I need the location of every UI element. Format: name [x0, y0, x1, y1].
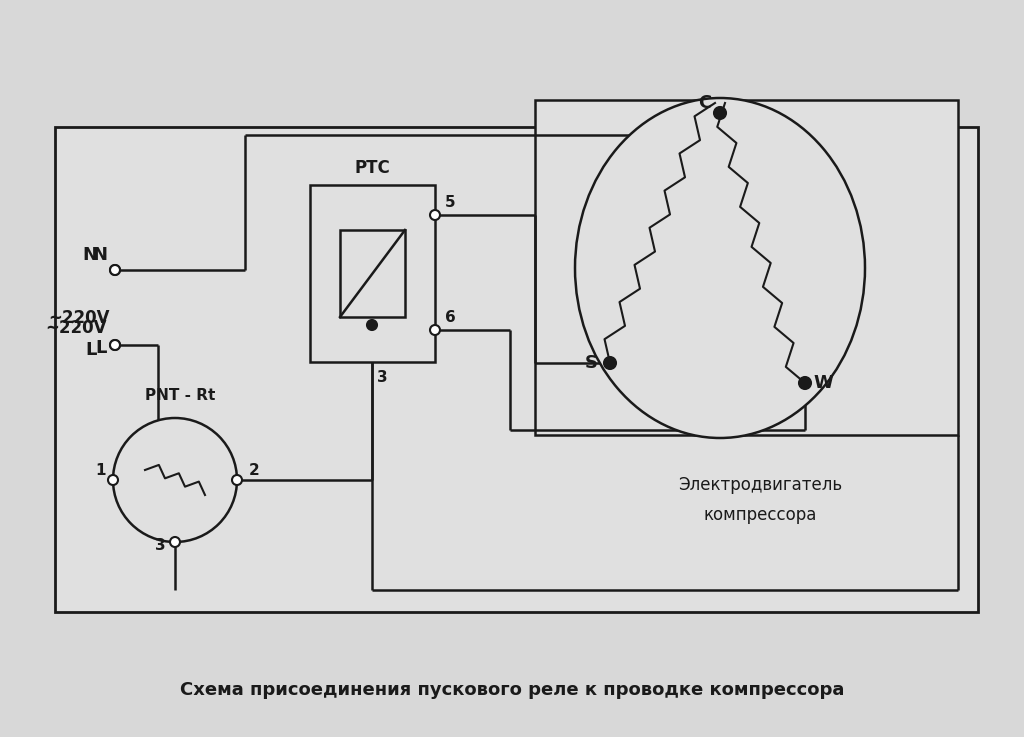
Text: 1: 1: [95, 463, 105, 478]
Text: компрессора: компрессора: [703, 506, 817, 524]
Circle shape: [170, 537, 180, 547]
Text: 3: 3: [377, 370, 388, 385]
Text: PNT - Rt: PNT - Rt: [144, 388, 215, 403]
Text: L: L: [95, 339, 106, 357]
Text: S: S: [585, 354, 598, 372]
Ellipse shape: [575, 98, 865, 438]
Bar: [55, 127, 978, 612]
Circle shape: [110, 340, 120, 350]
Bar: [340, 230, 406, 317]
Circle shape: [232, 475, 242, 485]
Text: N: N: [82, 246, 97, 264]
Circle shape: [110, 265, 120, 275]
Text: 6: 6: [445, 310, 456, 325]
Ellipse shape: [113, 418, 237, 542]
Circle shape: [604, 357, 616, 369]
Text: 3: 3: [155, 538, 166, 553]
Circle shape: [430, 210, 440, 220]
Text: L: L: [86, 341, 97, 359]
Text: PTC: PTC: [354, 159, 390, 177]
Text: Схема присоединения пускового реле к проводке компрессора: Схема присоединения пускового реле к про…: [180, 681, 844, 699]
Circle shape: [714, 107, 726, 119]
Circle shape: [110, 265, 120, 275]
Circle shape: [799, 377, 811, 389]
Text: C: C: [698, 94, 712, 112]
Text: 2: 2: [249, 463, 260, 478]
Circle shape: [430, 325, 440, 335]
Text: Электродвигатель: Электродвигатель: [678, 476, 842, 494]
Text: ~220V: ~220V: [45, 319, 106, 337]
Circle shape: [110, 340, 120, 350]
Text: 5: 5: [445, 195, 456, 210]
Bar: [535, 100, 958, 435]
Bar: [310, 185, 435, 362]
Text: W: W: [813, 374, 833, 392]
Circle shape: [108, 475, 118, 485]
Circle shape: [367, 320, 377, 330]
Text: N: N: [92, 246, 106, 264]
Text: ~220V: ~220V: [48, 309, 110, 327]
